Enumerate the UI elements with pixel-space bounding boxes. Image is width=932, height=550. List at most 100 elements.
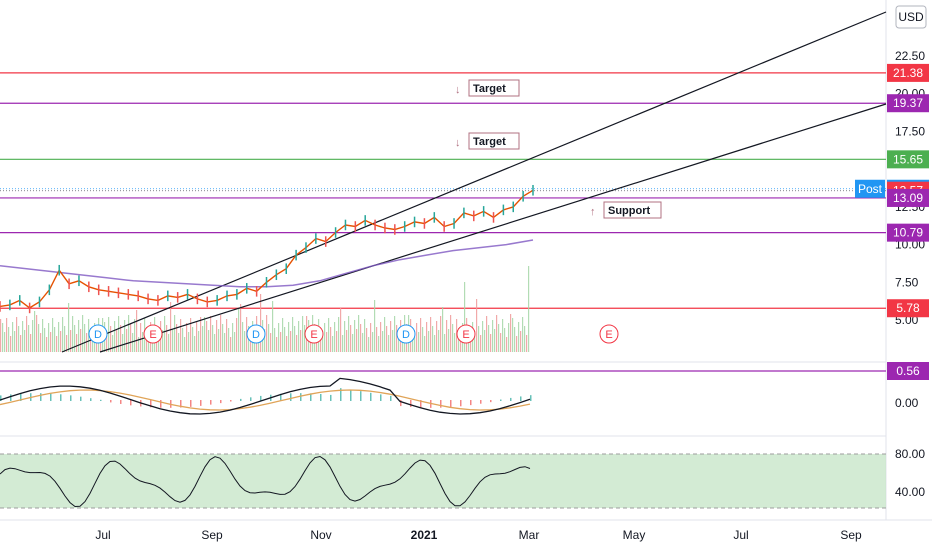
rsi-tick-label: 40.00 [895,485,925,499]
volume-bar [388,335,390,352]
macd-line [0,377,531,415]
volume-bar [244,331,246,352]
annotation-label: Target [473,136,506,148]
macd-histogram-bar [290,393,292,401]
volume-bar [508,323,510,352]
volume-bar [14,331,16,352]
volume-bar [22,321,24,352]
post-tag-label: Post [858,182,883,196]
rsi-tick-label: 80.00 [895,447,925,461]
volume-bar [214,334,216,352]
volume-bar [118,316,120,352]
volume-bar [476,299,478,352]
annotation-box [468,79,520,97]
volume-bar [236,318,238,352]
volume-bar [24,330,26,352]
volume-bar [38,324,40,352]
volume-bar [460,337,462,352]
volume-bar [324,323,326,352]
volume-bar [394,316,396,352]
volume-bar [362,333,364,352]
macd-histogram-bar [180,400,182,408]
volume-bar [498,324,500,352]
lower-trendline [99,103,887,353]
macd-histogram-bar [90,398,92,401]
event-marker [456,324,476,344]
price-tag-label: 10.79 [893,226,923,240]
volume-bar [456,319,458,352]
volume-bar [474,331,476,352]
macd-histogram-bar [150,400,152,408]
volume-bar [124,320,126,352]
volume-bar [62,317,64,352]
volume-bar [26,316,28,352]
volume-bar [298,321,300,352]
price-tag [887,223,929,242]
event-marker [304,324,324,344]
volume-bar [390,321,392,352]
event-marker [599,324,619,344]
volume-bar [422,327,424,352]
volume-bar [36,315,38,352]
volume-bar [210,316,212,352]
volume-bar [518,322,520,352]
volume-bar [250,335,252,352]
volume-bar [166,325,168,352]
volume-bar [492,320,494,352]
volume-bar [172,329,174,352]
volume-bar [398,334,400,352]
volume-bar [56,336,58,352]
price-tick-label: 22.50 [895,49,925,63]
volume-bar [260,294,262,352]
macd-histogram-bar [210,400,212,405]
volume-bar [8,327,10,352]
macd-histogram-bar [110,400,112,403]
volume-bar [330,327,332,352]
volume-bar [208,330,210,352]
volume-bar [376,327,378,352]
volume-bar [302,316,304,352]
time-axis-label: Sep [201,528,223,542]
event-marker-label: E [605,329,612,341]
volume-bar [68,303,70,352]
volume-bar [184,337,186,352]
volume-bar [454,333,456,352]
event-marker-label: E [310,329,317,341]
event-marker [88,324,108,344]
volume-bar [268,324,270,352]
macd-histogram-bar [80,396,82,401]
volume-bar [440,316,442,352]
volume-bar [108,317,110,352]
currency-box [895,5,927,29]
volume-bar [284,327,286,352]
time-axis-label: May [623,528,646,542]
volume-bar [514,327,516,352]
price-tag [887,63,929,82]
price-series-line [0,189,534,309]
volume-bar [510,314,512,352]
volume-bar [364,319,366,352]
volume-bar [516,336,518,352]
time-axis-label: Nov [310,528,331,542]
volume-bar [480,335,482,352]
macd-histogram-bar [470,400,472,406]
volume-bar [294,326,296,352]
volume-bar [202,326,204,352]
volume-bar [290,331,292,352]
volume-bar [432,326,434,352]
macd-signal-line [0,389,531,411]
volume-bar [84,324,86,352]
event-marker [246,324,266,344]
volume-bar [436,321,438,352]
volume-bar [74,325,76,352]
volume-bar [470,336,472,352]
macd-histogram-bar [230,400,232,402]
volume-bar [50,332,52,352]
volume-bar [328,318,330,352]
price-tag [887,188,929,207]
event-marker-label: D [402,329,410,341]
volume-bar [272,301,274,352]
volume-bar [332,336,334,352]
volume-bar [42,319,44,352]
volume-bar [420,318,422,352]
